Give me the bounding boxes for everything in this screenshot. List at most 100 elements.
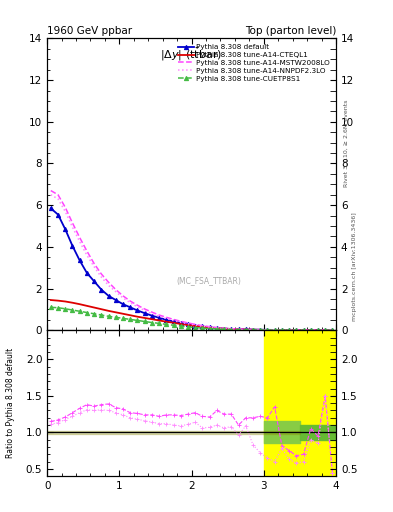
Pythia 8.308 tune-CUETP8S1 — [142, 318, 147, 325]
Pythia 8.308 tune-A14-CTEQL1 — [243, 327, 248, 333]
Pythia 8.308 tune-CUETP8S1 — [178, 323, 183, 329]
Pythia 8.308 tune-A14-MSTW2008LO — [265, 327, 270, 333]
Pythia 8.308 default — [164, 317, 169, 323]
Pythia 8.308 tune-A14-MSTW2008LO — [294, 327, 299, 333]
Pythia 8.308 tune-A14-NNPDF2.3LO — [106, 282, 111, 288]
Pythia 8.308 tune-A14-NNPDF2.3LO — [142, 307, 147, 313]
Pythia 8.308 tune-A14-CTEQL1 — [316, 327, 320, 333]
Line: Pythia 8.308 default: Pythia 8.308 default — [49, 206, 334, 332]
Pythia 8.308 default — [222, 326, 226, 332]
Pythia 8.308 tune-A14-MSTW2008LO — [135, 302, 140, 308]
Pythia 8.308 tune-A14-CTEQL1 — [142, 315, 147, 321]
Pythia 8.308 tune-A14-MSTW2008LO — [92, 261, 96, 267]
Pythia 8.308 tune-A14-CTEQL1 — [229, 326, 234, 332]
Pythia 8.308 tune-A14-NNPDF2.3LO — [323, 327, 327, 333]
Pythia 8.308 tune-A14-NNPDF2.3LO — [200, 323, 205, 329]
Pythia 8.308 tune-A14-NNPDF2.3LO — [149, 310, 154, 316]
Pythia 8.308 tune-A14-MSTW2008LO — [301, 327, 306, 333]
Pythia 8.308 default — [294, 327, 299, 333]
Pythia 8.308 default — [121, 301, 125, 307]
Pythia 8.308 default — [265, 327, 270, 333]
Pythia 8.308 tune-A14-CTEQL1 — [236, 326, 241, 332]
Pythia 8.308 tune-A14-NNPDF2.3LO — [164, 315, 169, 322]
Pythia 8.308 tune-A14-NNPDF2.3LO — [272, 327, 277, 333]
Pythia 8.308 default — [171, 318, 176, 325]
Pythia 8.308 tune-A14-MSTW2008LO — [99, 271, 104, 277]
Pythia 8.308 default — [70, 243, 75, 249]
Pythia 8.308 tune-A14-NNPDF2.3LO — [251, 327, 255, 333]
Pythia 8.308 tune-CUETP8S1 — [149, 319, 154, 326]
Pythia 8.308 tune-CUETP8S1 — [279, 327, 284, 333]
Pythia 8.308 tune-A14-CTEQL1 — [135, 314, 140, 320]
Pythia 8.308 tune-A14-MSTW2008LO — [279, 327, 284, 333]
Pythia 8.308 tune-A14-MSTW2008LO — [200, 323, 205, 329]
Pythia 8.308 tune-A14-NNPDF2.3LO — [309, 327, 313, 333]
Pythia 8.308 tune-A14-NNPDF2.3LO — [48, 191, 53, 198]
Pythia 8.308 tune-A14-MSTW2008LO — [157, 312, 162, 318]
Pythia 8.308 tune-A14-CTEQL1 — [193, 323, 198, 329]
Pythia 8.308 tune-CUETP8S1 — [330, 327, 335, 333]
Pythia 8.308 tune-CUETP8S1 — [135, 317, 140, 324]
Pythia 8.308 default — [63, 226, 68, 232]
Pythia 8.308 tune-CUETP8S1 — [301, 327, 306, 333]
Pythia 8.308 tune-A14-MSTW2008LO — [164, 314, 169, 321]
Pythia 8.308 tune-A14-NNPDF2.3LO — [77, 239, 82, 245]
Pythia 8.308 tune-A14-CTEQL1 — [63, 298, 68, 305]
Pythia 8.308 tune-A14-MSTW2008LO — [207, 324, 212, 330]
Pythia 8.308 default — [323, 327, 327, 333]
Pythia 8.308 tune-CUETP8S1 — [265, 327, 270, 333]
Pythia 8.308 tune-CUETP8S1 — [185, 324, 190, 330]
Pythia 8.308 tune-A14-NNPDF2.3LO — [135, 304, 140, 310]
Pythia 8.308 tune-A14-CTEQL1 — [258, 327, 263, 333]
Pythia 8.308 tune-A14-MSTW2008LO — [48, 187, 53, 194]
Pythia 8.308 default — [251, 327, 255, 333]
Pythia 8.308 default — [193, 323, 198, 329]
Pythia 8.308 tune-CUETP8S1 — [323, 327, 327, 333]
Pythia 8.308 default — [207, 324, 212, 330]
Pythia 8.308 tune-CUETP8S1 — [294, 327, 299, 333]
Text: mcplots.cern.ch [arXiv:1306.3436]: mcplots.cern.ch [arXiv:1306.3436] — [352, 212, 357, 321]
Pythia 8.308 tune-CUETP8S1 — [222, 326, 226, 332]
Pythia 8.308 tune-CUETP8S1 — [106, 313, 111, 319]
Pythia 8.308 tune-A14-NNPDF2.3LO — [121, 295, 125, 301]
Pythia 8.308 tune-CUETP8S1 — [77, 308, 82, 314]
Text: $|\Delta y|$ (t$\bar{\rm t}$bar): $|\Delta y|$ (t$\bar{\rm t}$bar) — [160, 47, 223, 63]
Pythia 8.308 tune-A14-CTEQL1 — [56, 297, 61, 304]
Pythia 8.308 tune-A14-MSTW2008LO — [215, 325, 219, 331]
Pythia 8.308 default — [215, 325, 219, 331]
Pythia 8.308 default — [279, 327, 284, 333]
Pythia 8.308 default — [258, 327, 263, 333]
Pythia 8.308 tune-A14-CTEQL1 — [92, 305, 96, 311]
Pythia 8.308 tune-A14-NNPDF2.3LO — [236, 326, 241, 332]
Pythia 8.308 tune-A14-MSTW2008LO — [185, 320, 190, 326]
Pythia 8.308 tune-A14-CTEQL1 — [272, 327, 277, 333]
Line: Pythia 8.308 tune-CUETP8S1: Pythia 8.308 tune-CUETP8S1 — [49, 305, 334, 332]
Pythia 8.308 tune-A14-CTEQL1 — [121, 311, 125, 317]
Pythia 8.308 tune-A14-MSTW2008LO — [77, 234, 82, 241]
Pythia 8.308 default — [287, 327, 292, 333]
Pythia 8.308 tune-CUETP8S1 — [99, 312, 104, 318]
Pythia 8.308 tune-A14-NNPDF2.3LO — [157, 313, 162, 319]
Pythia 8.308 tune-A14-CTEQL1 — [84, 303, 89, 309]
Pythia 8.308 tune-A14-NNPDF2.3LO — [99, 274, 104, 280]
Pythia 8.308 default — [178, 320, 183, 326]
Pythia 8.308 tune-CUETP8S1 — [157, 321, 162, 327]
Pythia 8.308 tune-CUETP8S1 — [193, 325, 198, 331]
Pythia 8.308 default — [316, 327, 320, 333]
Pythia 8.308 tune-A14-CTEQL1 — [222, 326, 226, 332]
Pythia 8.308 default — [272, 327, 277, 333]
Pythia 8.308 tune-A14-CTEQL1 — [309, 327, 313, 333]
Text: (MC_FSA_TTBAR): (MC_FSA_TTBAR) — [176, 276, 241, 285]
Pythia 8.308 tune-A14-CTEQL1 — [301, 327, 306, 333]
Pythia 8.308 tune-A14-CTEQL1 — [106, 308, 111, 314]
Pythia 8.308 default — [106, 293, 111, 299]
Pythia 8.308 tune-A14-NNPDF2.3LO — [114, 289, 118, 295]
Pythia 8.308 tune-A14-MSTW2008LO — [323, 327, 327, 333]
Pythia 8.308 tune-A14-NNPDF2.3LO — [70, 224, 75, 230]
Pythia 8.308 tune-CUETP8S1 — [63, 306, 68, 312]
Pythia 8.308 tune-A14-MSTW2008LO — [178, 318, 183, 324]
Pythia 8.308 tune-A14-MSTW2008LO — [229, 326, 234, 332]
Pythia 8.308 tune-A14-NNPDF2.3LO — [287, 327, 292, 333]
Pythia 8.308 tune-CUETP8S1 — [207, 326, 212, 332]
Pythia 8.308 tune-A14-NNPDF2.3LO — [316, 327, 320, 333]
